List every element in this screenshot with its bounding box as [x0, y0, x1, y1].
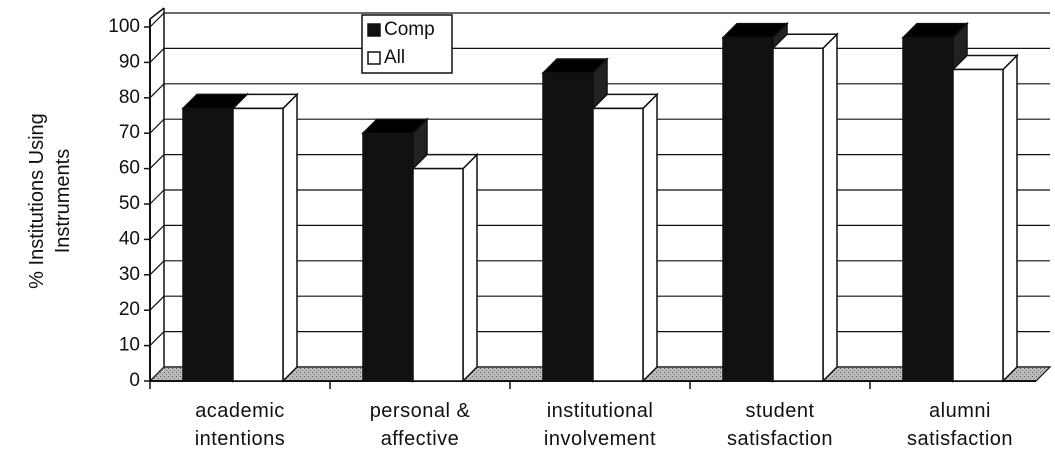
grid-line: [149, 154, 165, 170]
bar-side: [282, 92, 298, 383]
legend-swatch: [367, 23, 381, 37]
bar-front: [902, 36, 954, 382]
bar-front: [722, 36, 774, 382]
bar-front: [182, 107, 234, 382]
grid-line: [149, 331, 165, 347]
legend-swatch: [367, 51, 381, 65]
bar-front: [362, 132, 414, 382]
bar-front: [952, 68, 1004, 382]
y-tick-label: 40: [119, 228, 140, 249]
grid-line: [149, 295, 165, 311]
x-tick-label: academic intentions: [194, 400, 286, 450]
bar-side: [462, 152, 478, 383]
y-tick-label: 20: [119, 299, 140, 320]
y-tick-label: 10: [119, 335, 140, 356]
legend-label: Comp: [384, 19, 435, 40]
y-tick-label: 30: [119, 264, 140, 285]
bar: [411, 152, 479, 383]
y-tick-label: 80: [119, 87, 140, 108]
y-tick-label: 50: [119, 193, 140, 214]
legend-label: All: [384, 47, 405, 68]
bar-side: [822, 32, 838, 383]
left-top: [149, 7, 165, 20]
bar: [591, 92, 659, 383]
grid-line: [149, 224, 165, 240]
y-axis-title: % Institutions Using Instruments: [26, 113, 74, 289]
x-tick-label: institutional involvement: [543, 400, 657, 450]
bar-front: [542, 72, 594, 382]
bar-side: [1002, 53, 1018, 383]
x-tick-label: alumni satisfaction: [906, 400, 1014, 450]
bar-front: [412, 167, 464, 382]
y-tick-label: 100: [108, 16, 140, 37]
grid-line: [149, 47, 165, 63]
x-tick-label: student satisfaction: [726, 400, 834, 450]
grid-line: [149, 83, 165, 99]
y-tick-label: 60: [119, 158, 140, 179]
x-tick-label: personal & affective: [369, 400, 471, 450]
legend: Comp All: [361, 14, 453, 74]
y-tick-label: 0: [129, 370, 140, 391]
grid-line: [149, 189, 165, 205]
grid-line: [149, 118, 165, 134]
bar-front: [772, 47, 824, 382]
bar-front: [232, 107, 284, 382]
bar-side: [642, 92, 658, 383]
y-tick-label: 90: [119, 51, 140, 72]
bar: [951, 53, 1019, 383]
bar-front: [592, 107, 644, 382]
bar: [231, 92, 299, 383]
y-tick-label: 70: [119, 122, 140, 143]
grid-line: [149, 260, 165, 276]
bar: [771, 32, 839, 383]
grid-line: [149, 12, 165, 28]
